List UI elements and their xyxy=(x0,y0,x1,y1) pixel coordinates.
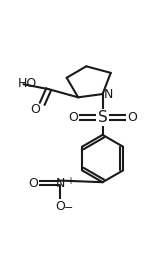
Text: O: O xyxy=(55,200,65,213)
Text: +: + xyxy=(66,176,74,186)
Text: N: N xyxy=(55,177,65,189)
Text: N: N xyxy=(103,88,113,100)
Text: O: O xyxy=(31,103,41,116)
Text: O: O xyxy=(127,111,137,124)
Text: S: S xyxy=(98,110,107,125)
Text: O: O xyxy=(68,111,78,124)
Text: −: − xyxy=(64,203,74,213)
Text: HO: HO xyxy=(18,77,37,90)
Text: O: O xyxy=(28,177,38,189)
